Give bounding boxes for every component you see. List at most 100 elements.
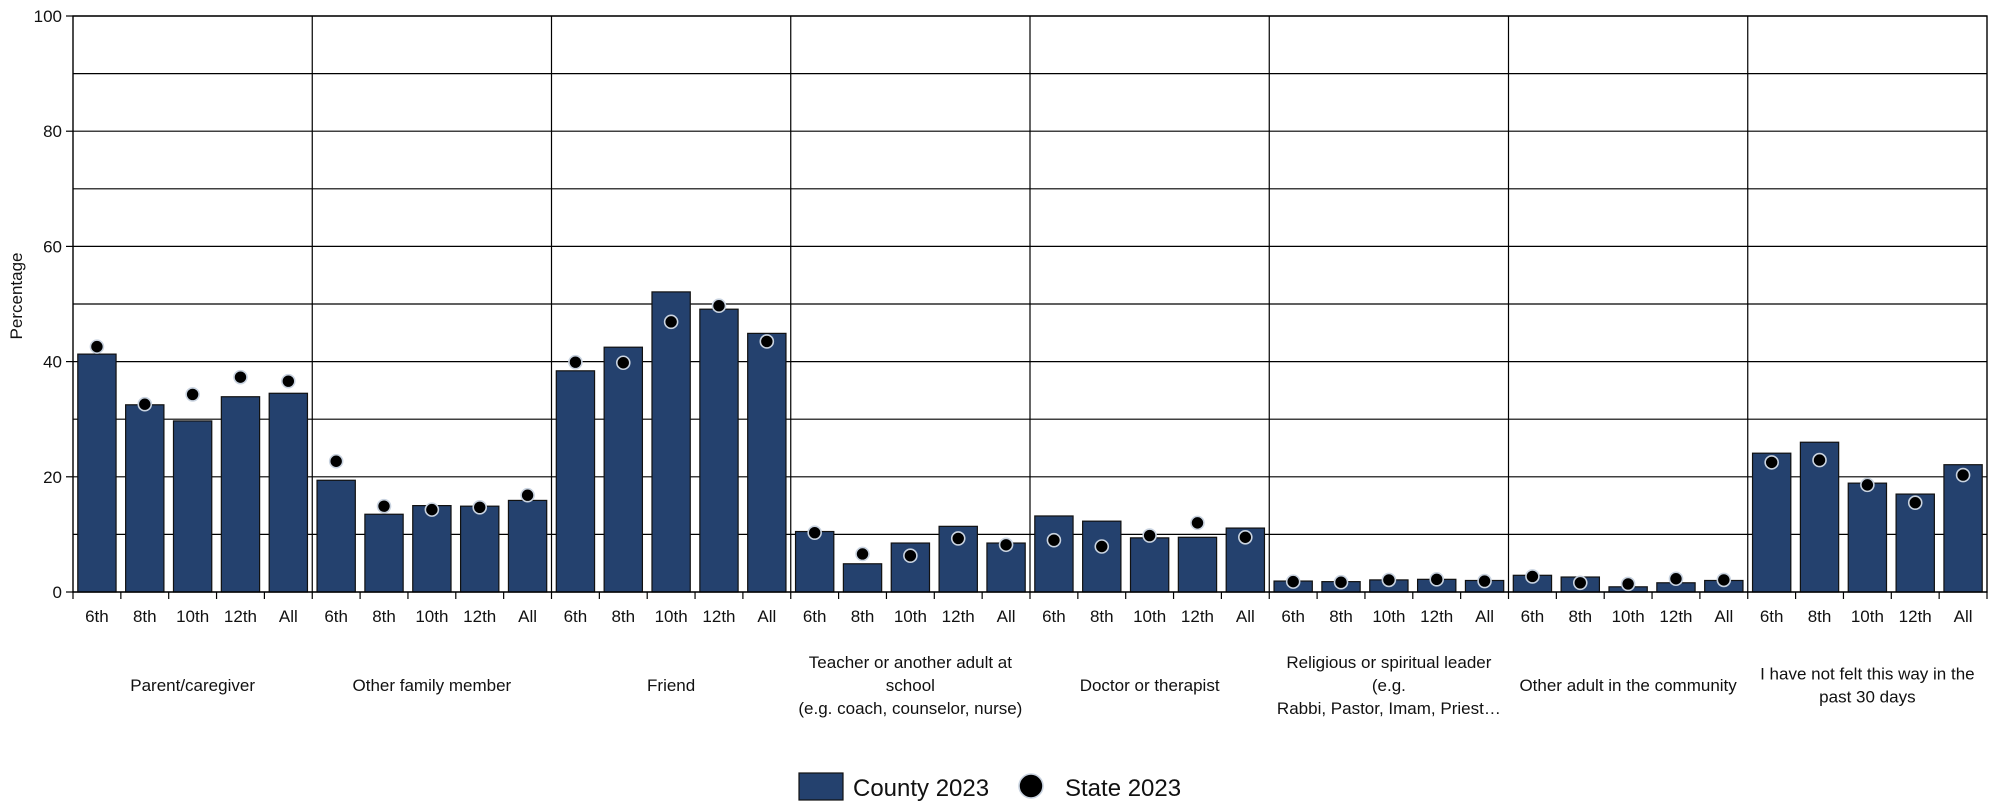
county-bar: [316, 479, 356, 593]
state-point: [137, 396, 153, 412]
group-label-line: Other adult in the community: [1519, 676, 1737, 695]
x-tick-label: 8th: [1568, 607, 1592, 626]
x-axis-ticks: 6th 8th 10th 12th All 6th 8th 10th 12th All 6th 8th…: [72, 592, 1988, 626]
state-point: [1764, 455, 1779, 470]
x-tick-label: 8th: [1090, 607, 1114, 626]
county-bar: [507, 499, 548, 593]
state-point: [950, 531, 966, 546]
state-point: [1907, 495, 1923, 511]
county-bar: [1895, 493, 1935, 593]
x-tick-label: 10th: [1612, 607, 1645, 626]
group-label-line: school: [886, 676, 935, 695]
y-axis-label: Percentage: [7, 253, 26, 340]
state-point: [520, 487, 535, 503]
group-label-line: (e.g. coach, counselor, nurse): [798, 699, 1022, 718]
county-bar: [77, 353, 117, 593]
legend: County 2023 State 2023: [798, 772, 1181, 802]
state-point: [759, 334, 775, 349]
group-label-line: Other family member: [353, 676, 512, 695]
group-label: Religious or spiritual leader (e.g. Rabbi,…: [1277, 653, 1501, 718]
group-label-line: Doctor or therapist: [1080, 676, 1220, 695]
y-axis-ticks: 0 20 40 60 80 100: [34, 7, 73, 602]
y-tick-label: 0: [53, 583, 62, 602]
state-point: [1094, 539, 1110, 554]
y-tick-label: 80: [43, 122, 62, 141]
state-point: [1285, 574, 1301, 589]
group-label-line: Parent/caregiver: [130, 676, 255, 695]
group-label-line: (e.g.: [1372, 676, 1406, 695]
state-point: [1333, 574, 1349, 590]
county-bar: [1129, 537, 1170, 593]
x-tick-label: All: [518, 607, 537, 626]
county-bar: [125, 404, 165, 593]
county-bar: [747, 332, 787, 593]
y-tick-label: 100: [34, 7, 62, 26]
x-tick-label: 10th: [655, 607, 688, 626]
x-tick-label: 6th: [564, 607, 588, 626]
state-point: [424, 502, 440, 517]
state-point: [807, 525, 822, 540]
group-label: Parent/caregiver: [130, 676, 255, 695]
gridlines: [73, 15, 1987, 593]
x-tick-label: All: [1475, 607, 1494, 626]
state-point: [233, 369, 248, 385]
county-bar: [603, 346, 644, 593]
x-tick-label: 6th: [1760, 607, 1784, 626]
x-tick-label: 8th: [133, 607, 157, 626]
county-bar: [1177, 536, 1218, 593]
state-point: [89, 339, 105, 354]
x-tick-label: 12th: [942, 607, 975, 626]
x-tick-label: All: [757, 607, 776, 626]
x-tick-label: All: [1236, 607, 1255, 626]
x-tick-label: 6th: [324, 607, 348, 626]
x-tick-label: 10th: [1851, 607, 1884, 626]
state-point: [1572, 575, 1588, 591]
state-point: [1620, 576, 1636, 592]
state-point: [472, 500, 488, 515]
state-point: [1860, 477, 1875, 493]
group-label: Friend: [647, 676, 695, 695]
group-label-line: I have not felt this way in the: [1760, 665, 1975, 684]
state-point: [376, 498, 392, 514]
county-bar: [1034, 515, 1074, 593]
legend-state-swatch: [1018, 773, 1044, 799]
x-tick-label: 10th: [415, 607, 448, 626]
county-bar: [268, 392, 309, 593]
state-point: [1381, 572, 1397, 588]
county-bar: [699, 308, 739, 593]
county-bar: [1751, 452, 1792, 593]
county-bar: [412, 505, 452, 593]
state-point: [903, 548, 918, 564]
x-tick-label: 8th: [851, 607, 875, 626]
state-point: [1812, 452, 1827, 468]
state-point: [1046, 532, 1062, 548]
group-labels: Parent/caregiver Other family member Frien…: [130, 653, 1974, 718]
state-point: [185, 387, 200, 402]
state-point: [281, 373, 296, 389]
state-point: [855, 546, 870, 562]
county-bar: [364, 513, 404, 593]
x-tick-label: All: [279, 607, 298, 626]
state-point: [1955, 467, 1971, 483]
state-point: [711, 298, 727, 314]
x-tick-label: 12th: [224, 607, 257, 626]
group-label-line: Religious or spiritual leader: [1286, 653, 1491, 672]
legend-state-label: State 2023: [1065, 775, 1181, 802]
group-label: Other family member: [353, 676, 512, 695]
x-tick-label: All: [1714, 607, 1733, 626]
group-label-line: Friend: [647, 676, 695, 695]
group-label-line: Teacher or another adult at: [809, 653, 1012, 672]
x-tick-label: 8th: [611, 607, 635, 626]
state-point: [568, 354, 583, 370]
x-tick-label: 12th: [1181, 607, 1214, 626]
x-tick-label: 12th: [1420, 607, 1453, 626]
county-bar: [220, 396, 261, 593]
x-tick-label: 6th: [1521, 607, 1545, 626]
state-point: [998, 537, 1014, 553]
x-tick-label: 8th: [372, 607, 396, 626]
x-tick-label: 12th: [1659, 607, 1692, 626]
county-bar: [1847, 482, 1888, 593]
state-point: [1668, 571, 1684, 587]
state-point: [1525, 569, 1540, 584]
